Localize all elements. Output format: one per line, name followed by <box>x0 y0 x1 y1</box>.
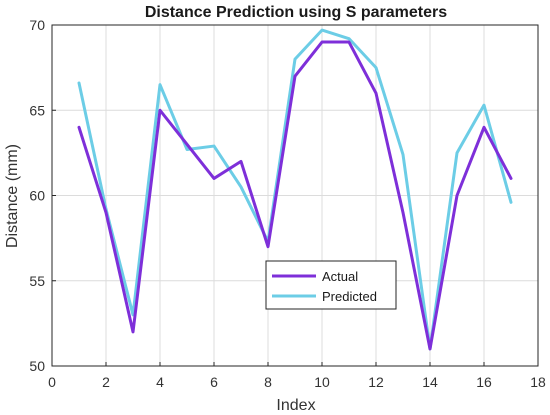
y-tick-label: 50 <box>29 358 45 374</box>
chart-title: Distance Prediction using S parameters <box>145 4 447 21</box>
y-axis-label: Distance (mm) <box>4 144 21 248</box>
y-tick-label: 65 <box>29 102 45 118</box>
x-tick-label: 12 <box>368 374 384 390</box>
y-tick-label: 60 <box>29 188 45 204</box>
legend: Actual Predicted <box>265 260 397 310</box>
x-tick-label: 14 <box>422 374 438 390</box>
x-tick-label: 8 <box>264 374 272 390</box>
tick-labels: 0 2 4 6 8 10 12 14 16 18 50 55 60 65 70 <box>29 17 546 390</box>
x-tick-label: 0 <box>48 374 56 390</box>
x-axis-label: Index <box>276 397 315 414</box>
legend-label: Actual <box>322 269 358 284</box>
legend-label: Predicted <box>322 289 377 304</box>
x-tick-label: 6 <box>210 374 218 390</box>
series-line-predicted <box>77 28 513 351</box>
x-tick-label: 18 <box>530 374 546 390</box>
series-line-actual <box>77 40 513 351</box>
series-lines <box>77 28 513 351</box>
x-tick-label: 16 <box>476 374 492 390</box>
y-tick-label: 70 <box>29 17 45 33</box>
y-tick-label: 55 <box>29 273 45 289</box>
x-tick-label: 2 <box>102 374 110 390</box>
x-tick-label: 4 <box>156 374 164 390</box>
legend-box <box>265 260 397 310</box>
x-tick-label: 10 <box>314 374 330 390</box>
